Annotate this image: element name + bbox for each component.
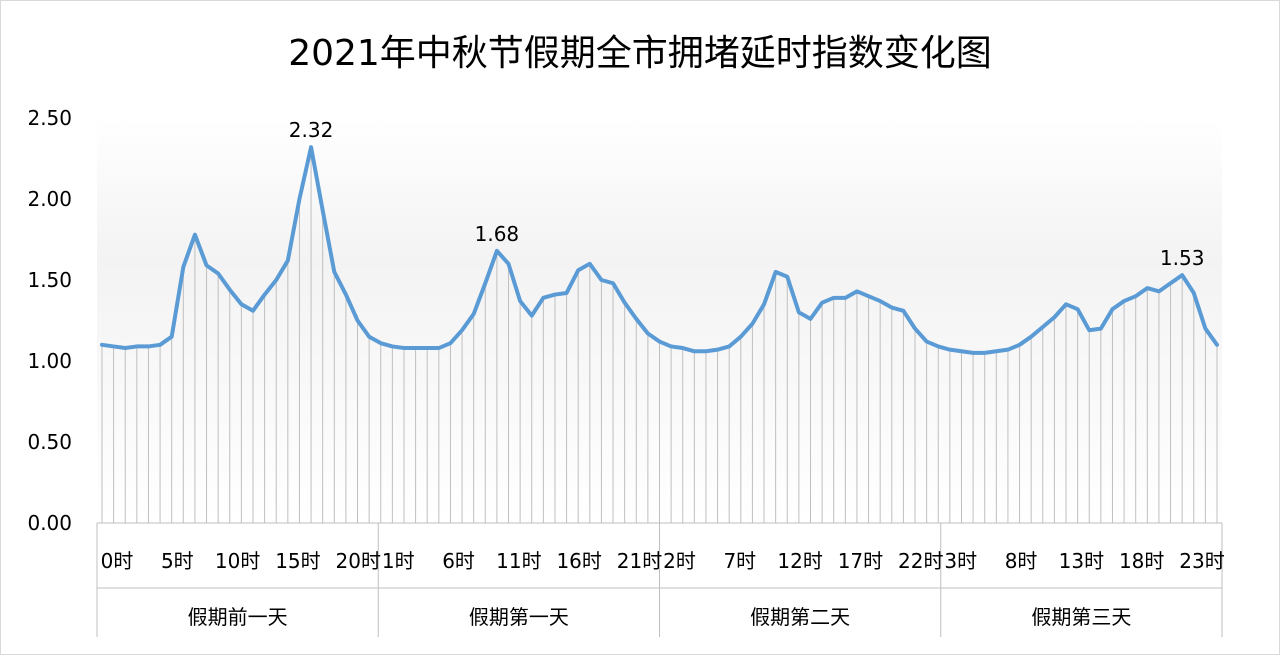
x-tick-label: 13时 [1059, 549, 1104, 573]
series-line [100, 145, 1219, 355]
x-tick-label: 16时 [556, 549, 601, 573]
x-tick-label: 22时 [898, 549, 943, 573]
x-tick-label: 18时 [1119, 549, 1164, 573]
data-label: 2.32 [289, 118, 334, 142]
x-tick-label: 21时 [617, 549, 662, 573]
x-tick-label: 8时 [1005, 549, 1038, 573]
x-tick-label: 17时 [838, 549, 883, 573]
x-tick-label: 12时 [777, 549, 822, 573]
y-tick-label: 2.00 [27, 187, 72, 211]
x-group-label: 假期第二天 [750, 605, 850, 629]
x-tick-label: 2时 [663, 549, 696, 573]
x-tick-label: 10时 [215, 549, 260, 573]
data-label: 1.53 [1160, 246, 1205, 270]
chart-title: 2021年中秋节假期全市拥堵延时指数变化图 [288, 33, 992, 74]
y-tick-label: 0.50 [27, 430, 72, 454]
x-group-label: 假期第一天 [469, 605, 569, 629]
x-tick-label: 3时 [944, 549, 977, 573]
x-tick-label: 7时 [723, 549, 756, 573]
x-tick-label: 15时 [275, 549, 320, 573]
x-tick-label: 11时 [496, 549, 541, 573]
y-tick-label: 0.00 [27, 511, 72, 535]
x-tick-label: 6时 [442, 549, 475, 573]
x-group-label: 假期第三天 [1031, 605, 1131, 629]
x-tick-label: 0时 [101, 549, 134, 573]
y-tick-label: 1.00 [27, 349, 72, 373]
x-tick-label: 23时 [1179, 549, 1224, 573]
data-label: 1.68 [475, 222, 520, 246]
x-group-label: 假期前一天 [188, 605, 288, 629]
y-tick-label: 1.50 [27, 268, 72, 292]
x-tick-label: 20时 [336, 549, 381, 573]
x-tick-label: 1时 [382, 549, 415, 573]
x-tick-label: 5时 [161, 549, 194, 573]
y-tick-label: 2.50 [27, 106, 72, 130]
